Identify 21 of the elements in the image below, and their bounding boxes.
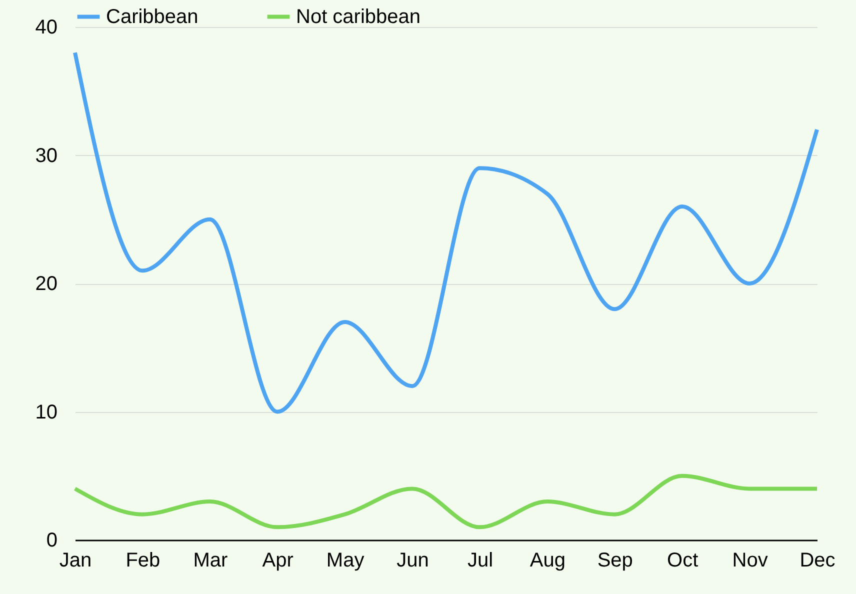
x-tick-label: May <box>326 550 364 572</box>
x-tick-label: Nov <box>732 550 768 572</box>
legend-label: Caribbean <box>106 6 198 28</box>
line-series <box>73 50 819 414</box>
x-tick-label: Dec <box>800 550 836 572</box>
y-tick-label: 30 <box>35 144 58 167</box>
x-tick-label: Oct <box>667 550 699 572</box>
x-tick-label: Feb <box>126 550 160 572</box>
x-tick-label: Jun <box>396 550 429 572</box>
y-tick-label: 10 <box>35 401 58 424</box>
y-tick-label: 0 <box>46 530 58 552</box>
x-tick-label: Jul <box>467 550 494 572</box>
x-tick-label: Jan <box>59 550 92 572</box>
x-tick-label: Apr <box>262 550 294 572</box>
line-series <box>73 474 819 530</box>
x-tick-label: Aug <box>530 550 566 572</box>
legend-label: Not caribbean <box>296 6 421 28</box>
y-tick-label: 40 <box>35 16 58 38</box>
y-tick-label: 20 <box>35 273 58 295</box>
x-tick-label: Sep <box>597 550 633 572</box>
x-tick-label: Mar <box>193 550 228 572</box>
